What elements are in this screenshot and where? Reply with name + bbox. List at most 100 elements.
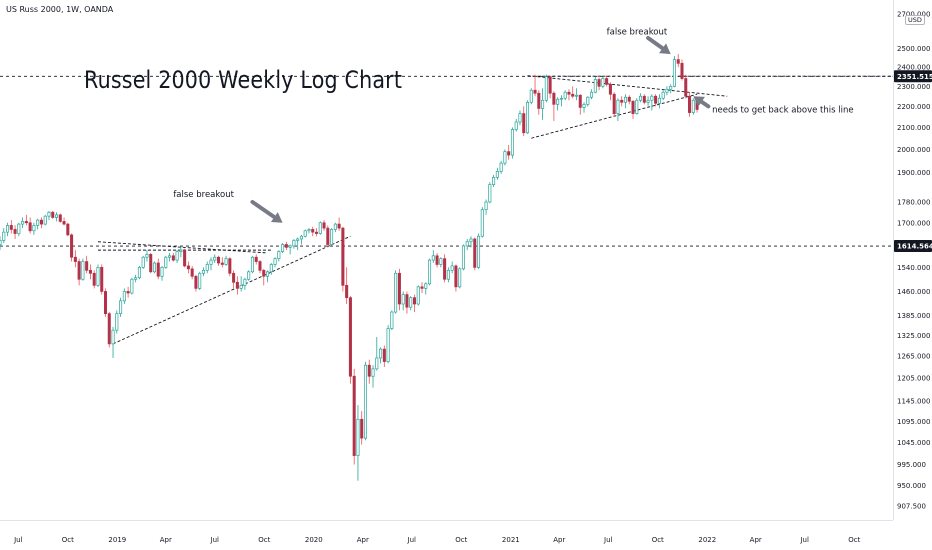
candle-up [544, 74, 548, 103]
candle-up [458, 267, 462, 289]
candle-down [77, 258, 81, 286]
candle-up [525, 100, 530, 134]
candle-up [43, 214, 47, 226]
candle-down [126, 286, 130, 298]
candle-body [164, 256, 168, 268]
candle-up [623, 94, 627, 109]
candle-down [322, 220, 326, 231]
candle-body [296, 238, 300, 241]
candle-up [205, 261, 209, 274]
candle-body [6, 225, 10, 233]
candle-body [397, 272, 401, 305]
candle-up [137, 265, 141, 280]
arrow-head [693, 96, 705, 107]
candle-up [175, 250, 179, 264]
candle-up [379, 347, 383, 364]
candle-body [51, 211, 55, 218]
candle-body [605, 78, 609, 85]
candle-body [363, 364, 368, 439]
candle-down [58, 213, 62, 223]
candle-down [13, 225, 17, 239]
candle-up [333, 222, 337, 233]
y-tick-label: 2100.000 [897, 124, 930, 132]
candle-down [548, 75, 552, 99]
candle-up [273, 257, 277, 268]
candle-up [55, 212, 59, 222]
candle-body [390, 311, 394, 329]
candle-down [360, 411, 364, 445]
candle-up [247, 270, 251, 281]
candle-up [450, 261, 454, 274]
x-tick-label: Jul [603, 536, 613, 544]
x-tick-label: 2020 [305, 536, 323, 544]
candle-up [296, 237, 300, 251]
candle-up [401, 291, 405, 311]
candle-body [81, 261, 85, 280]
trendline [97, 241, 268, 254]
candle-body [522, 113, 526, 134]
currency-badge[interactable]: USD [905, 15, 925, 25]
annotation-text: false breakout [173, 190, 234, 200]
candle-down [473, 237, 477, 271]
candle-body [55, 214, 59, 218]
candle-body [424, 283, 428, 289]
candle-body [345, 284, 349, 299]
candle-up [299, 234, 303, 245]
candle-body [356, 418, 360, 456]
candle-up [277, 250, 281, 262]
candle-down [103, 288, 108, 317]
candle-down [149, 252, 153, 274]
y-tick-label: 2400.000 [897, 64, 930, 72]
candle-down [262, 268, 266, 286]
candle-body [657, 97, 661, 104]
candle-body [209, 259, 213, 265]
candle-body [175, 251, 179, 261]
candle-up [510, 127, 514, 159]
candle-up [488, 182, 492, 204]
candle-body [680, 62, 684, 79]
candle-up [81, 258, 85, 281]
candle-up [21, 217, 25, 229]
candle-body [454, 265, 458, 288]
x-tick-label: Jul [210, 536, 220, 544]
candle-body [311, 229, 315, 233]
candle-body [156, 262, 160, 277]
candle-up [179, 245, 183, 258]
candle-body [318, 222, 322, 234]
candle-up [0, 236, 2, 251]
x-tick-label: Jul [407, 536, 417, 544]
candle-body [635, 99, 639, 114]
candle-up [691, 98, 695, 115]
candle-up [492, 174, 496, 188]
candle-up [288, 244, 292, 255]
candle-up [303, 229, 307, 238]
candle-body [17, 223, 21, 234]
candle-body [330, 229, 334, 245]
candle-body [36, 219, 40, 226]
candle-body [303, 230, 307, 237]
candle-down [612, 92, 616, 117]
annotation-arrow [250, 199, 283, 223]
candle-down [100, 264, 104, 295]
candle-down [680, 59, 684, 81]
candle-body [213, 256, 217, 261]
x-tick-label: Oct [455, 536, 467, 544]
candle-body [277, 251, 281, 260]
candle-body [96, 267, 100, 286]
candle-body [428, 259, 432, 285]
candle-down [631, 100, 635, 119]
candle-body [217, 256, 221, 264]
candle-body [582, 103, 586, 108]
candle-body [669, 85, 673, 90]
candle-body [119, 300, 123, 314]
candle-up [152, 261, 157, 274]
candle-body [168, 255, 172, 258]
candle-body [495, 171, 499, 178]
candle-body [525, 101, 530, 134]
candle-down [62, 217, 66, 226]
candle-body [529, 89, 533, 103]
candle-body [152, 262, 157, 273]
candle-body [601, 78, 605, 87]
candle-up [141, 255, 145, 269]
